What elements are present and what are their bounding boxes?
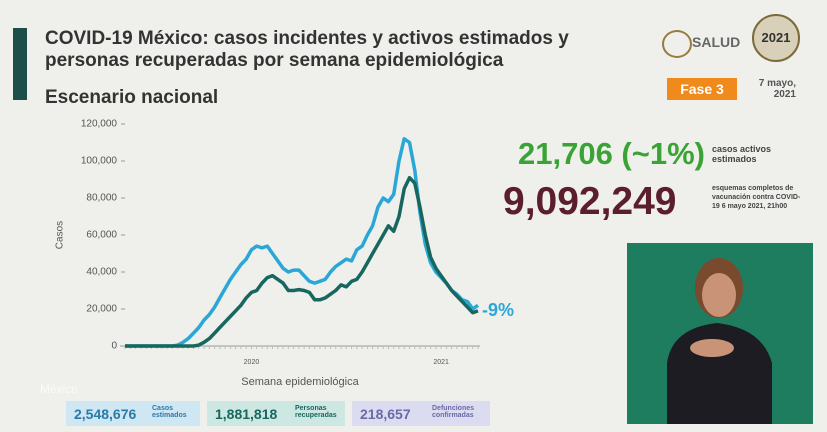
interpreter-video <box>627 243 813 424</box>
y-tick-label: 60,000 <box>86 230 117 241</box>
subtitle: Escenario nacional <box>45 87 219 108</box>
active-cases: 21,706 (~1%) <box>518 136 705 171</box>
chart: Casos Semana epidemiológica -9% 0 20,000 4… <box>55 119 514 388</box>
title: COVID-19 México: casos incidentes y acti… <box>45 28 569 71</box>
annotation: -9% <box>482 300 514 320</box>
y-tick-label: 40,000 <box>86 267 117 278</box>
active-label: casos activos estimados <box>712 144 772 164</box>
footer-box: 218,657 Defunciones confirmadas <box>352 401 490 426</box>
y-tick-label: 20,000 <box>86 304 117 315</box>
y-tick-label: 0 <box>111 341 117 352</box>
watermark: México <box>40 382 79 396</box>
vaccinated-label: esquemas completos de vacunación contra … <box>712 185 801 210</box>
x-axis-label: Semana epidemiológica <box>241 376 359 388</box>
y-tick-label: 100,000 <box>81 156 118 167</box>
vaccinated: 9,092,249 <box>503 180 677 223</box>
accent-bar <box>13 28 27 100</box>
emblem: 2021 <box>752 14 800 62</box>
footer-box: 1,881,818 Personas recuperadas <box>207 401 345 426</box>
footer-label: Defunciones confirmadas <box>432 405 475 419</box>
y-axis-label: Casos <box>55 221 66 249</box>
footer-value: 1,881,818 <box>215 406 278 422</box>
person-face <box>702 273 736 317</box>
y-tick-label: 80,000 <box>86 193 117 204</box>
person-hands <box>690 339 734 357</box>
x-tick-label: 2020 <box>244 359 260 366</box>
footer-box: 2,548,676 Casos estimados <box>66 401 200 426</box>
series-line <box>125 137 480 348</box>
logo-seal <box>662 30 692 58</box>
footer-value: 2,548,676 <box>74 406 137 422</box>
date: 7 mayo, 2021 <box>758 78 796 100</box>
phase-badge: Fase 3 <box>667 78 737 100</box>
x-tick-label: 2021 <box>433 359 449 366</box>
footer-label: Personas recuperadas <box>295 405 337 419</box>
series-line <box>125 175 479 348</box>
footer-label: Casos estimados <box>152 405 187 419</box>
person-body <box>667 323 772 424</box>
footer-value: 218,657 <box>360 406 411 422</box>
logo-text: SALUD <box>692 34 741 50</box>
y-tick-label: 120,000 <box>81 119 118 130</box>
